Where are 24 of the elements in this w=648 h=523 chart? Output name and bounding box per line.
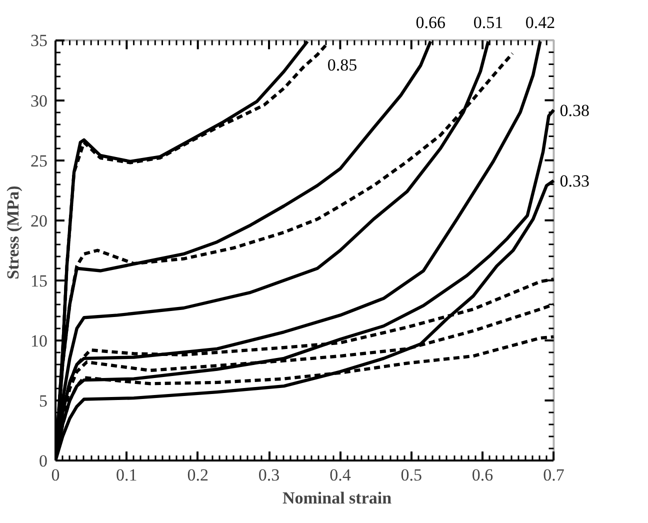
y-tick-label: 5 [39, 391, 48, 410]
x-tick-label: 0.1 [116, 466, 138, 484]
y-tick-label: 30 [30, 91, 48, 110]
x-tick-label: 0.6 [472, 466, 494, 484]
y-tick-label: 35 [30, 31, 48, 50]
x-tick-label: 0.7 [543, 466, 565, 484]
y-tick-label: 0 [39, 452, 48, 470]
annotation: 0.42 [525, 13, 556, 32]
annotation: 0.38 [560, 100, 590, 120]
annotation: 0.51 [473, 13, 504, 32]
y-tick-label: 15 [30, 271, 48, 290]
annotation: 0.85 [327, 56, 358, 75]
x-tick-label: 0.4 [330, 466, 352, 484]
y-tick-label: 10 [30, 331, 48, 350]
y-tick-label: 25 [30, 151, 48, 170]
x-tick-label: 0.5 [400, 466, 422, 484]
x-axis-title: Nominal strain [282, 488, 392, 508]
x-tick-label: 0 [51, 466, 60, 484]
y-tick-label: 20 [30, 211, 48, 230]
annotation: 0.66 [416, 13, 446, 32]
x-tick-label: 0.3 [258, 466, 280, 484]
x-tick-label: 0.2 [187, 466, 208, 484]
y-axis-title: Stress (MPa) [4, 186, 22, 280]
annotation: 0.33 [560, 172, 590, 191]
